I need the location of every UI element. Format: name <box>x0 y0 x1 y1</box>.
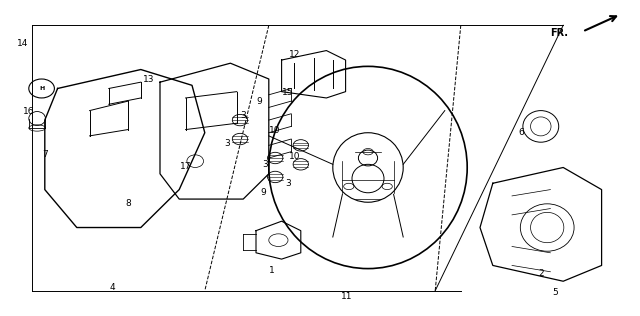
Text: 1: 1 <box>269 266 275 275</box>
Text: 6: 6 <box>519 128 524 137</box>
Text: 9: 9 <box>261 188 266 197</box>
Text: 3: 3 <box>225 139 230 148</box>
Text: 16: 16 <box>23 107 35 116</box>
Text: 5: 5 <box>553 288 558 297</box>
Text: 7: 7 <box>42 150 47 159</box>
Text: FR.: FR. <box>550 28 568 38</box>
Text: 3: 3 <box>285 179 291 188</box>
Text: 14: 14 <box>17 39 28 48</box>
Text: 11: 11 <box>341 292 353 301</box>
Text: 10: 10 <box>289 152 300 161</box>
Text: 4: 4 <box>109 283 115 292</box>
Text: 2: 2 <box>538 269 543 278</box>
Text: 12: 12 <box>289 50 300 59</box>
Text: 8: 8 <box>125 199 131 208</box>
Text: 10: 10 <box>269 126 281 135</box>
Text: 15: 15 <box>282 88 294 97</box>
Text: 9: 9 <box>257 97 262 106</box>
Text: 3: 3 <box>263 160 268 169</box>
Text: 3: 3 <box>241 111 246 120</box>
Text: H: H <box>39 86 44 91</box>
Text: 17: 17 <box>180 162 191 171</box>
Text: 13: 13 <box>143 75 154 84</box>
